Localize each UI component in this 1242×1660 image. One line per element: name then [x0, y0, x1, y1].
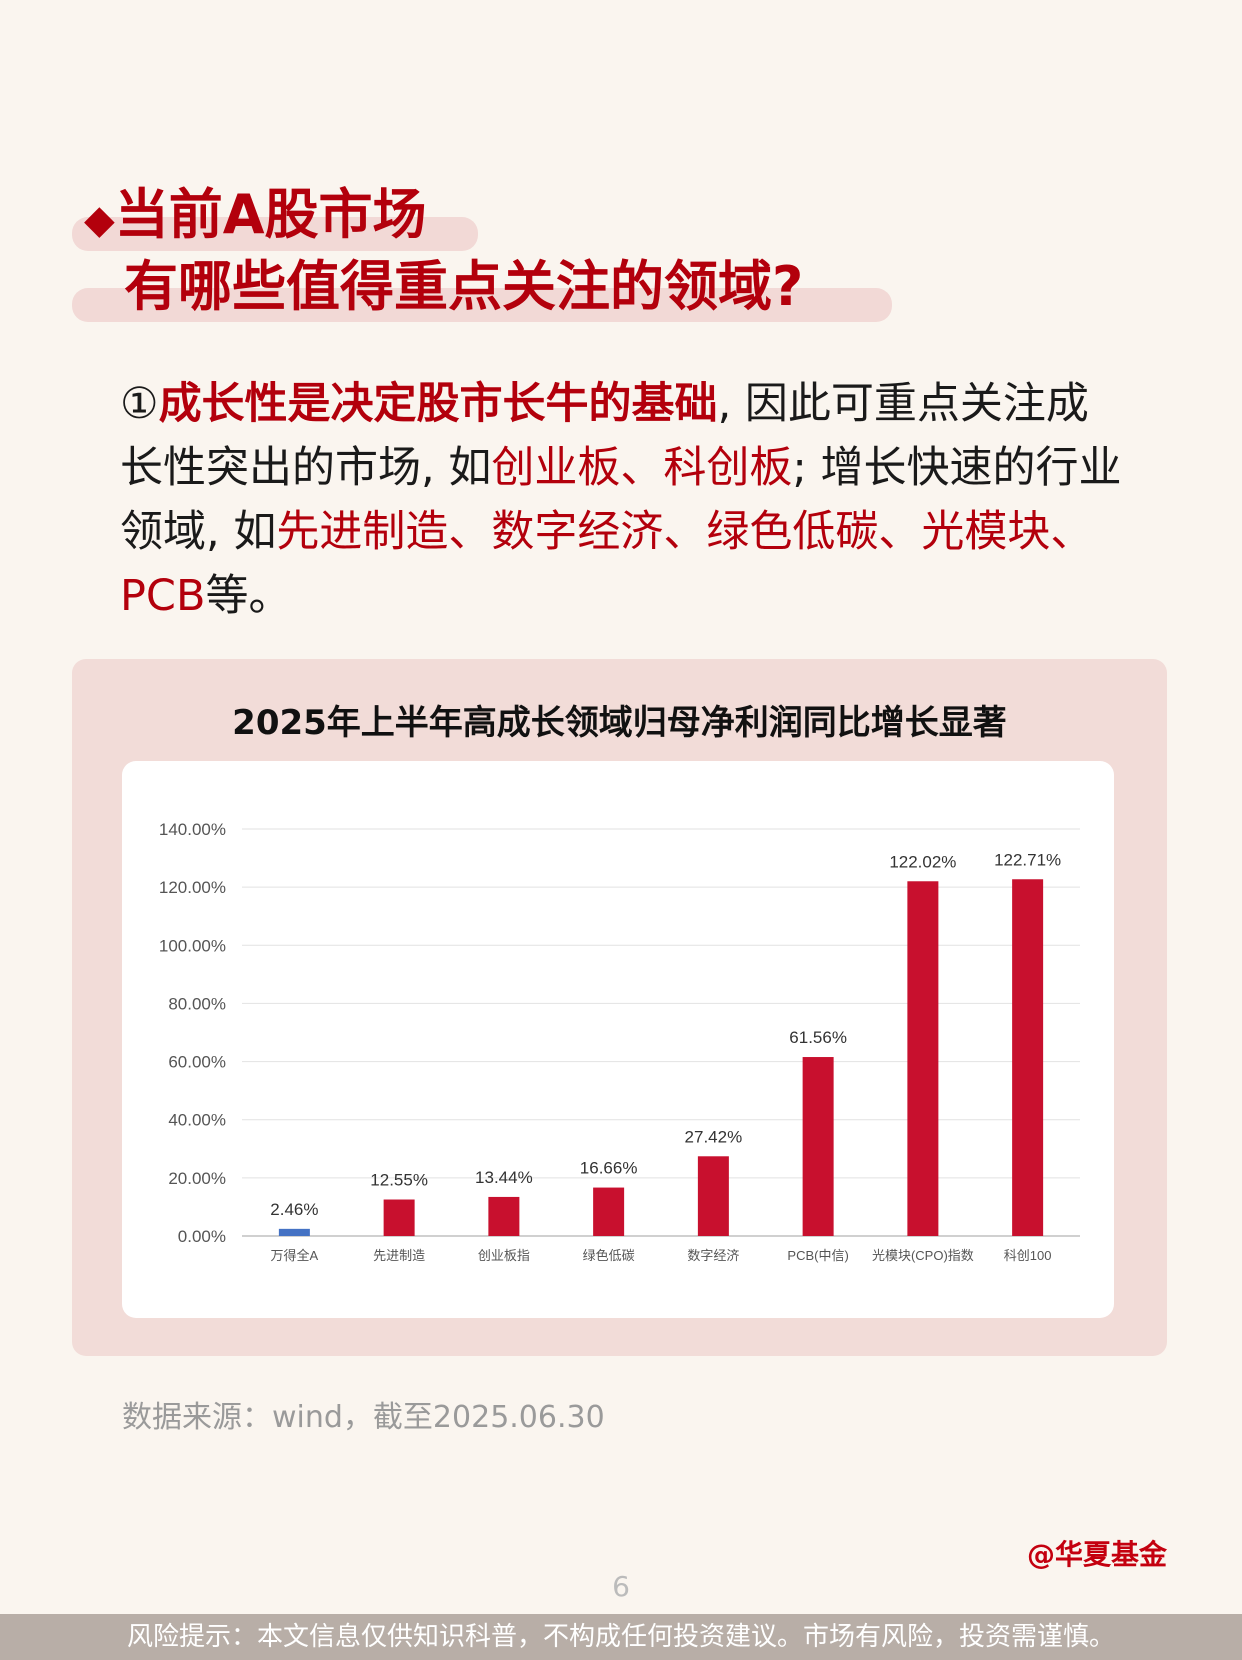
data-label: 27.42%: [685, 1127, 743, 1146]
x-tick-label: 科创100: [1004, 1248, 1052, 1263]
chart-card: 2025年上半年高成长领域归母净利润同比增长显著 0.00% 20.00% 40.0…: [72, 659, 1167, 1356]
chart-panel: 0.00% 20.00% 40.00% 60.00% 80.00% 100.00% 120.…: [122, 761, 1114, 1318]
title-highlight: [72, 217, 478, 251]
brand-handle: @华夏基金: [1026, 1538, 1167, 1571]
title-line-1: 当前A股市场: [114, 183, 427, 246]
lead-text: 成长性是决定股市长牛的基础: [158, 379, 718, 429]
page-number: 6: [612, 1570, 630, 1603]
bar: [802, 1057, 834, 1236]
data-source: 数据来源：wind，截至2025.06.30: [122, 1400, 605, 1435]
y-tick-label: 100.00%: [159, 936, 226, 955]
body-paragraph: ①成长性是决定股市长牛的基础, 因此可重点关注成长性突出的市场, 如创业板、科创…: [120, 372, 1130, 628]
bar: [383, 1199, 415, 1236]
x-tick-label: 光模块(CPO)指数: [872, 1248, 974, 1263]
y-tick-label: 60.00%: [168, 1053, 226, 1072]
data-label: 16.66%: [580, 1159, 638, 1178]
circled-number: ①: [120, 379, 159, 429]
y-tick-label: 80.00%: [168, 994, 226, 1013]
bar: [907, 881, 939, 1236]
bar: [488, 1196, 520, 1236]
y-tick-label: 40.00%: [168, 1111, 226, 1130]
x-tick-label: 创业板指: [478, 1248, 530, 1263]
bar: [1012, 879, 1044, 1236]
data-label: 12.55%: [370, 1171, 428, 1190]
body-text: 等。: [205, 571, 292, 621]
bar: [697, 1156, 729, 1236]
x-tick-label: PCB(中信): [787, 1248, 848, 1263]
data-label: 122.02%: [889, 852, 956, 871]
x-tick-label: 数字经济: [687, 1248, 739, 1263]
bar: [278, 1228, 310, 1236]
x-tick-label: 绿色低碳: [583, 1248, 635, 1263]
highlight-sectors: 先进制造、数字经济、绿色低碳、光模块、PCB: [120, 507, 1094, 621]
page-title-line-2: 有哪些值得重点关注的领域?: [124, 255, 804, 318]
data-label: 122.71%: [994, 850, 1061, 869]
x-tick-label: 先进制造: [373, 1248, 425, 1263]
data-label: 61.56%: [789, 1028, 847, 1047]
diamond-icon: ◆: [84, 197, 115, 243]
bar: [593, 1187, 625, 1236]
bar-chart: 0.00% 20.00% 40.00% 60.00% 80.00% 100.00% 120.…: [159, 820, 1080, 1263]
body-text: , 因此可重点关注成长性突出的市场, 如: [120, 379, 1089, 493]
y-tick-label: 120.00%: [159, 878, 226, 897]
chart-title: 2025年上半年高成长领域归母净利润同比增长显著: [232, 703, 1007, 743]
page-title: ◆当前A股市场: [84, 184, 427, 251]
title-highlight: [72, 288, 892, 322]
y-tick-label: 20.00%: [168, 1169, 226, 1188]
y-tick-label: 140.00%: [159, 820, 226, 839]
x-tick-label: 万得全A: [271, 1248, 319, 1263]
risk-disclaimer: 风险提示：本文信息仅供知识科普，不构成任何投资建议。市场有风险，投资需谨慎。: [0, 1614, 1242, 1660]
data-label: 2.46%: [270, 1200, 318, 1219]
y-tick-label: 0.00%: [178, 1227, 226, 1246]
body-text: ; 增长快速的行业领域, 如: [120, 443, 1122, 557]
data-label: 13.44%: [475, 1168, 533, 1187]
highlight-markets: 创业板、科创板: [491, 443, 793, 493]
